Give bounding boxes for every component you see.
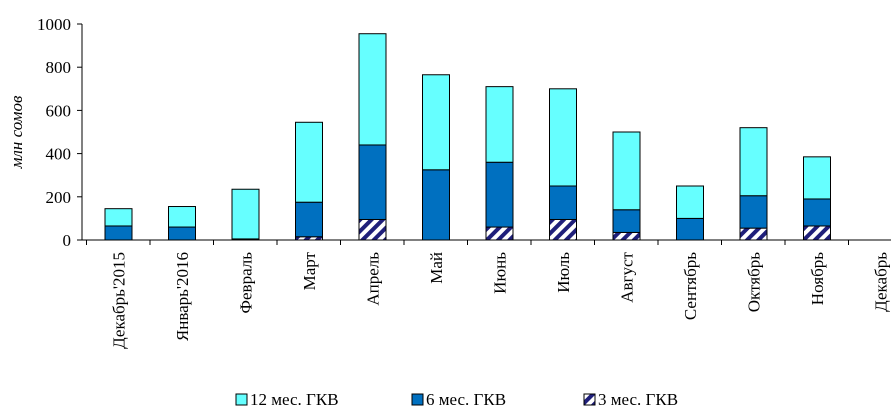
bar-segment: [422, 169, 450, 241]
x-tick-label: Июнь: [491, 252, 510, 294]
axes-layer: [81, 24, 891, 245]
bar-segment: [422, 74, 450, 171]
bar-segment: [104, 208, 133, 227]
bar-segment: [612, 131, 641, 211]
y-axis-label: млн сомов: [7, 95, 26, 169]
y-tick-label: 800: [46, 58, 72, 77]
bar-segment: [295, 121, 323, 203]
y-tick-label: 0: [63, 231, 72, 250]
y-axis: 0 200 400 600 800 1000: [37, 15, 82, 250]
x-tick-label: Октябрь: [745, 252, 764, 312]
bar-segment: [358, 33, 387, 146]
x-tick-label: Январь'2016: [173, 252, 192, 341]
x-tick-label: Апрель: [364, 252, 383, 306]
x-tick-label: Февраль: [237, 252, 256, 314]
legend-swatch: [411, 393, 424, 406]
bar-segment: [612, 209, 641, 233]
x-tick-label: Июль: [554, 252, 573, 293]
x-tick-label: Сентябрь: [681, 252, 700, 320]
x-tick-label: Ноябрь: [808, 252, 827, 305]
bar-segment: [549, 218, 577, 241]
bar-segment: [485, 86, 514, 163]
bar-segment: [549, 88, 577, 187]
y-tick-label: 600: [46, 101, 72, 120]
bar-segment: [295, 201, 323, 238]
x-tick-label: Май: [427, 252, 446, 284]
bar-segment: [739, 227, 768, 241]
bar-segment: [168, 206, 196, 228]
y-tick-label: 1000: [37, 15, 71, 34]
x-tick-label: Декабрь: [872, 252, 891, 312]
bar-segment: [358, 218, 387, 241]
legend-swatch: [235, 393, 248, 406]
bar-segment: [485, 161, 514, 228]
bar-segment: [549, 185, 577, 220]
bar-segment: [676, 185, 704, 219]
legend-swatch: [583, 393, 596, 406]
legend-label: 12 мес. ГКВ: [250, 390, 339, 409]
bar-segment: [739, 195, 768, 229]
bar-segment: [676, 217, 704, 241]
bar-segment: [739, 127, 768, 197]
bar-segment: [358, 144, 387, 220]
bar-segment: [612, 231, 641, 241]
bar-segment: [803, 198, 831, 227]
x-tick-label: Март: [300, 251, 319, 290]
bar-segment: [231, 188, 260, 240]
y-tick-label: 400: [46, 145, 72, 164]
bar-segment: [168, 226, 196, 241]
bar-segment: [803, 225, 831, 241]
y-tick-label: 200: [46, 188, 72, 207]
bars-layer: [104, 33, 831, 241]
x-tick-label: Декабрь'2015: [110, 252, 129, 349]
x-axis-labels: Декабрь'2015 Январь'2016 Февраль Март Апрель…: [110, 251, 891, 348]
x-tick-label: Август: [618, 251, 637, 302]
bar-segment: [803, 156, 831, 200]
legend: 12 мес. ГКВ 6 мес. ГКВ 3 мес. ГКВ: [235, 390, 678, 409]
bar-segment: [104, 225, 133, 241]
legend-label: 3 мес. ГКВ: [598, 390, 678, 409]
legend-label: 6 мес. ГКВ: [426, 390, 506, 409]
bar-segment: [485, 226, 514, 241]
